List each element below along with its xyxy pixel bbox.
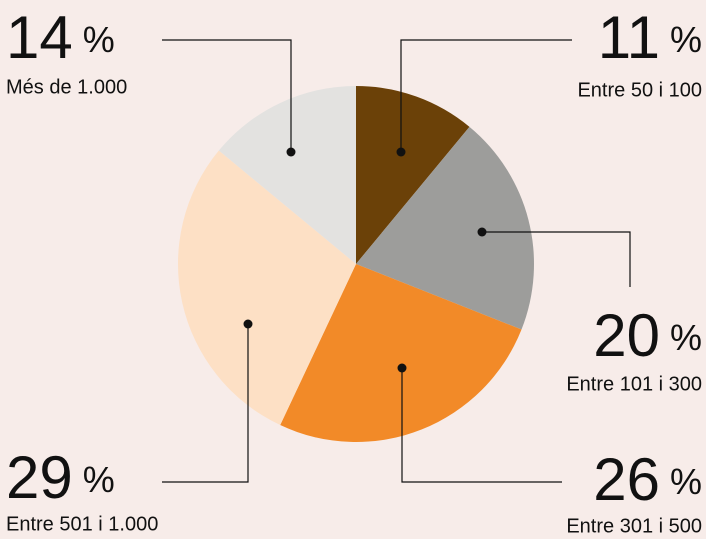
leader-dot — [477, 227, 487, 237]
value-label: 20 % — [593, 302, 702, 369]
category-label: Més de 1.000 — [6, 76, 127, 98]
pie-slice — [177, 150, 356, 426]
category-label: Entre 301 i 500 — [566, 515, 702, 537]
leader-dot — [397, 363, 407, 373]
value-label: 26 % — [593, 446, 702, 513]
pie-slice — [356, 126, 535, 330]
pie-slice — [280, 264, 522, 442]
leader-line — [162, 324, 249, 483]
category-label: Entre 101 i 300 — [566, 373, 702, 395]
value-label: 14 % — [6, 4, 115, 71]
leader-line — [401, 368, 562, 483]
category-label: Entre 50 i 100 — [577, 79, 702, 101]
leader-dot — [396, 147, 406, 157]
leader-line — [482, 231, 631, 287]
pie-slice — [218, 86, 356, 264]
value-label: 11 % — [598, 4, 702, 71]
leader-dot — [243, 319, 253, 329]
leader-dot — [286, 147, 296, 157]
leader-line — [400, 39, 572, 152]
value-label: 29 % — [6, 444, 115, 511]
category-label: Entre 501 i 1.000 — [6, 513, 158, 535]
leader-line — [162, 39, 292, 152]
pie-slice — [356, 86, 470, 264]
